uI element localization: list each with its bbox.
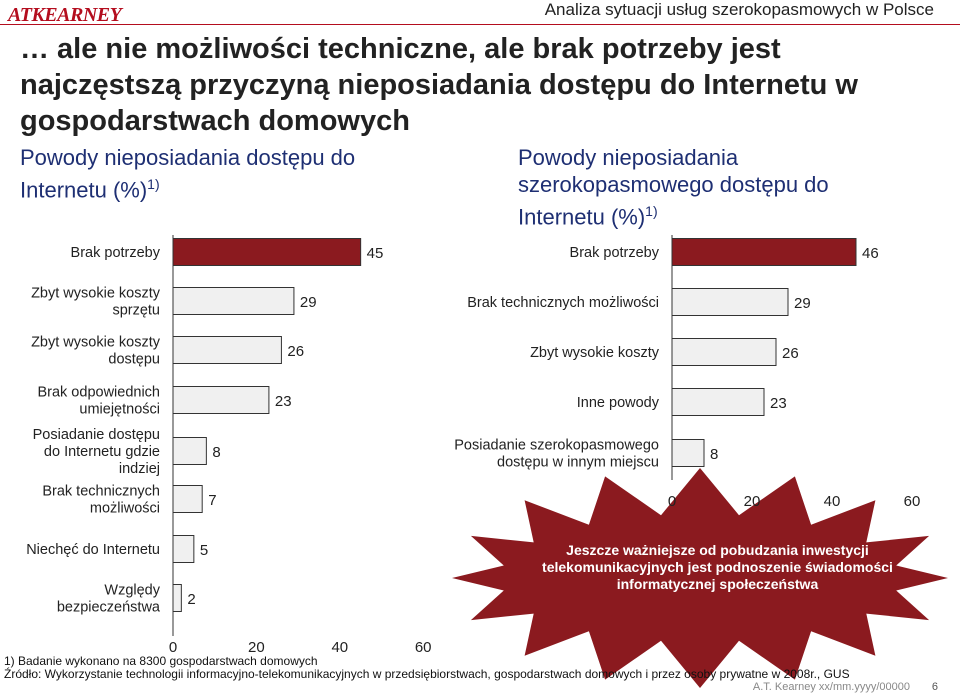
category-label: Brak potrzeby xyxy=(570,245,660,261)
bar-7 xyxy=(172,535,195,563)
left-chart-title-footnote: 1) xyxy=(147,176,160,192)
header-title: Analiza sytuacji usług szerokopasmowych … xyxy=(544,0,934,19)
footer-reference: A.T. Kearney xx/mm.yyyy/00000 xyxy=(752,681,910,693)
bar-value-label: 26 xyxy=(782,345,799,362)
bar-3 xyxy=(172,336,282,364)
bar-value-label: 23 xyxy=(275,393,292,410)
x-tick-label: 0 xyxy=(668,493,676,510)
category-label: Zbyt wysokie koszty dostępu xyxy=(31,335,161,368)
bar-2 xyxy=(172,287,295,315)
bar-value-label: 8 xyxy=(710,446,718,463)
x-tick-label: 20 xyxy=(744,493,761,510)
bar-value-label: 26 xyxy=(287,343,304,360)
category-label: Względy bezpieczeństwa xyxy=(57,583,161,616)
right-chart-title-footnote: 1) xyxy=(645,203,658,219)
bar-1 xyxy=(172,238,362,266)
bar-3 xyxy=(671,338,777,366)
bar-5 xyxy=(671,439,705,467)
category-label: Brak technicznych możliwości xyxy=(42,484,160,517)
category-label: Posiadanie szerokopasmowego dostępu w inn… xyxy=(454,438,659,471)
category-label: Brak odpowiednich umiejętności xyxy=(37,385,160,418)
bar-value-label: 23 xyxy=(770,395,787,412)
category-label: Niechęć do Internetu xyxy=(26,542,160,558)
callout-text: Jeszcze ważniejsze od pobudzania inwesty… xyxy=(542,542,893,592)
bar-value-label: 46 xyxy=(862,245,879,262)
bar-2 xyxy=(671,288,789,316)
right-chart-title: Powody nieposiadania szerokopasmowego do… xyxy=(518,144,898,230)
bar-4 xyxy=(172,386,270,414)
bar-value-label: 29 xyxy=(794,295,811,312)
x-tick-label: 20 xyxy=(248,639,265,656)
footnote-survey: 1) Badanie wykonano na 8300 gospodarstwa… xyxy=(4,654,318,668)
bar-5 xyxy=(172,437,207,465)
page-title: … ale nie możliwości techniczne, ale bra… xyxy=(20,33,858,137)
bar-4 xyxy=(671,388,765,416)
right-bar-chart: 46 Brak potrzeby 29 Brak technicznych możli… xyxy=(454,235,920,510)
x-tick-label: 60 xyxy=(415,639,432,656)
bar-value-label: 7 xyxy=(208,492,216,509)
x-tick-label: 60 xyxy=(904,493,921,510)
callout-burst xyxy=(452,468,948,688)
category-label: Inne powody xyxy=(577,395,660,411)
bar-value-label: 8 xyxy=(212,444,220,461)
bar-8 xyxy=(172,584,182,612)
left-bar-chart: 45 Brak potrzeby 29 Zbyt wysokie koszty sprz… xyxy=(26,235,432,656)
bar-value-label: 5 xyxy=(200,542,208,559)
bar-value-label: 29 xyxy=(300,294,317,311)
right-chart-title-text: Powody nieposiadania szerokopasmowego do… xyxy=(518,145,829,230)
category-label: Posiadanie dostępu do Internetu gdzie indz… xyxy=(33,427,160,477)
category-label: Brak technicznych możliwości xyxy=(467,295,659,311)
category-label: Zbyt wysokie koszty sprzętu xyxy=(31,286,161,319)
header-divider xyxy=(0,24,960,25)
bar-value-label: 45 xyxy=(367,245,384,262)
bar-1 xyxy=(671,238,857,266)
category-label: Zbyt wysokie koszty xyxy=(530,345,660,361)
x-tick-label: 40 xyxy=(331,639,348,656)
bar-6 xyxy=(172,485,203,513)
x-tick-label: 0 xyxy=(169,639,177,656)
x-tick-label: 40 xyxy=(824,493,841,510)
left-chart-title-text: Powody nieposiadania dostępu do Internet… xyxy=(20,145,356,203)
company-logo: ATKEARNEY xyxy=(8,4,122,26)
category-label: Brak potrzeby xyxy=(71,245,161,261)
footnote-source: Źródło: Wykorzystanie technologii inform… xyxy=(4,667,850,681)
page-number: 6 xyxy=(931,681,938,693)
left-chart-title: Powody nieposiadania dostępu do Internet… xyxy=(20,144,440,203)
bar-value-label: 2 xyxy=(187,591,195,608)
callout-starburst xyxy=(452,468,948,688)
